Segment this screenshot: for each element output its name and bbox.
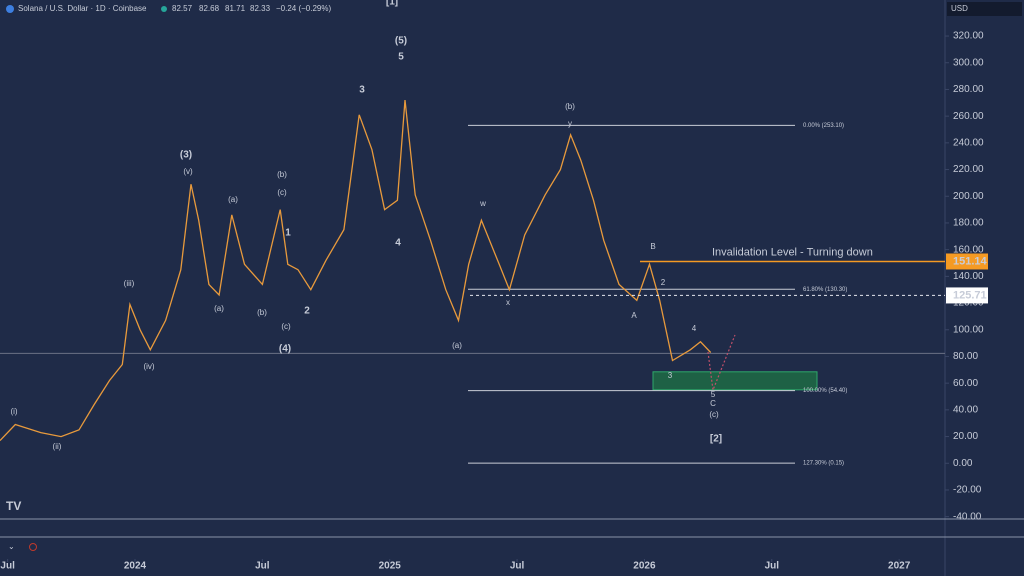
wave-label: (ii) — [53, 442, 62, 451]
wave-label: (5) — [395, 36, 407, 47]
y-tick-label: 320.00 — [953, 31, 984, 42]
y-tick-label: 80.00 — [953, 351, 978, 362]
y-tick-label: 20.00 — [953, 431, 978, 442]
symbol-icon — [6, 5, 14, 13]
target-zone — [652, 371, 818, 391]
x-tick-label: 2027 — [888, 561, 911, 572]
y-tick-label: -40.00 — [953, 511, 982, 522]
x-tick-label: Jul — [0, 561, 15, 572]
wave-label: (a) — [214, 304, 224, 313]
y-tick-label: 100.00 — [953, 324, 984, 335]
wave-label: w — [479, 199, 486, 208]
wave-label: A — [631, 311, 637, 320]
wave-label: (b) — [565, 102, 575, 111]
close: 82.33 — [250, 4, 271, 13]
y-tick-label: 160.00 — [953, 244, 984, 255]
wave-label: 2 — [661, 278, 666, 287]
y-tick-label: 180.00 — [953, 218, 984, 229]
wave-label: y — [568, 119, 572, 128]
level-badge — [946, 287, 988, 304]
change: −0.24 (−0.29%) — [276, 4, 331, 13]
wave-label: (iii) — [124, 279, 135, 288]
currency[interactable]: USD — [951, 4, 968, 13]
currency-box[interactable] — [947, 2, 1022, 16]
y-tick-label: 40.00 — [953, 405, 978, 416]
high: 82.68 — [199, 4, 220, 13]
y-tick-label: 280.00 — [953, 84, 984, 95]
open: 82.57 — [172, 4, 193, 13]
y-tick-label: 200.00 — [953, 191, 984, 202]
wave-label: 4 — [692, 324, 697, 333]
wave-label: 2 — [304, 306, 310, 317]
logo: TV — [6, 499, 21, 513]
price-series — [0, 100, 712, 442]
menu-chevron[interactable]: ⌄ — [8, 542, 15, 551]
wave-label: [2] — [710, 434, 722, 445]
invalidation-label: Invalidation Level - Turning down — [712, 246, 873, 258]
wave-label: (c) — [709, 410, 719, 419]
low: 81.71 — [225, 4, 246, 13]
status-dot — [161, 6, 167, 12]
x-tick-label: Jul — [765, 561, 780, 572]
y-tick-label: 300.00 — [953, 57, 984, 68]
wave-label: 3 — [359, 85, 365, 96]
wave-label: (v) — [183, 167, 193, 176]
x-tick-label: 2024 — [124, 561, 147, 572]
invalidation-price: 151.14 — [953, 255, 988, 267]
wave-label: B — [650, 242, 655, 251]
x-tick-label: 2025 — [379, 561, 402, 572]
wave-label: 4 — [395, 238, 401, 249]
x-tick-label: Jul — [255, 561, 270, 572]
wave-label: (a) — [452, 341, 462, 350]
x-tick-label: Jul — [510, 561, 525, 572]
wave-label: (i) — [10, 407, 17, 416]
level-price: 125.71 — [953, 289, 987, 301]
y-tick-label: 220.00 — [953, 164, 984, 175]
y-tick-label: 260.00 — [953, 111, 984, 122]
fib-label: 0.00% (253.10) — [803, 123, 844, 129]
y-tick-label: -20.00 — [953, 485, 982, 496]
symbol[interactable]: Solana / U.S. Dollar · 1D · Coinbase — [18, 4, 147, 13]
wave-label: (c) — [281, 322, 291, 331]
x-tick-label: 2026 — [633, 561, 656, 572]
record-icon[interactable] — [29, 543, 37, 551]
wave-label: 5 — [398, 52, 404, 63]
fib-label: 127.30% (0.15) — [803, 461, 844, 467]
y-tick-label: 60.00 — [953, 378, 978, 389]
fib-label: 61.80% (130.30) — [803, 287, 847, 293]
y-tick-label: 0.00 — [953, 458, 973, 469]
wave-label: x — [506, 298, 510, 307]
wave-label: [1] — [386, 0, 398, 8]
wave-label: (b) — [277, 170, 287, 179]
wave-label: 1 — [285, 228, 291, 239]
wave-label: 5 — [711, 390, 716, 399]
invalidation-badge — [946, 253, 988, 270]
wave-label: (c) — [277, 188, 287, 197]
wave-label: (b) — [257, 308, 267, 317]
wave-label: C — [710, 399, 716, 408]
fib-label: 100.00% (54.40) — [803, 388, 847, 394]
y-tick-label: 240.00 — [953, 137, 984, 148]
wave-label: (a) — [228, 195, 238, 204]
wave-label: 3 — [668, 371, 673, 380]
wave-label: (4) — [279, 344, 291, 355]
wave-label: (3) — [180, 150, 192, 161]
projection — [707, 334, 736, 393]
y-tick-label: 140.00 — [953, 271, 984, 282]
wave-label: (iv) — [143, 362, 154, 371]
